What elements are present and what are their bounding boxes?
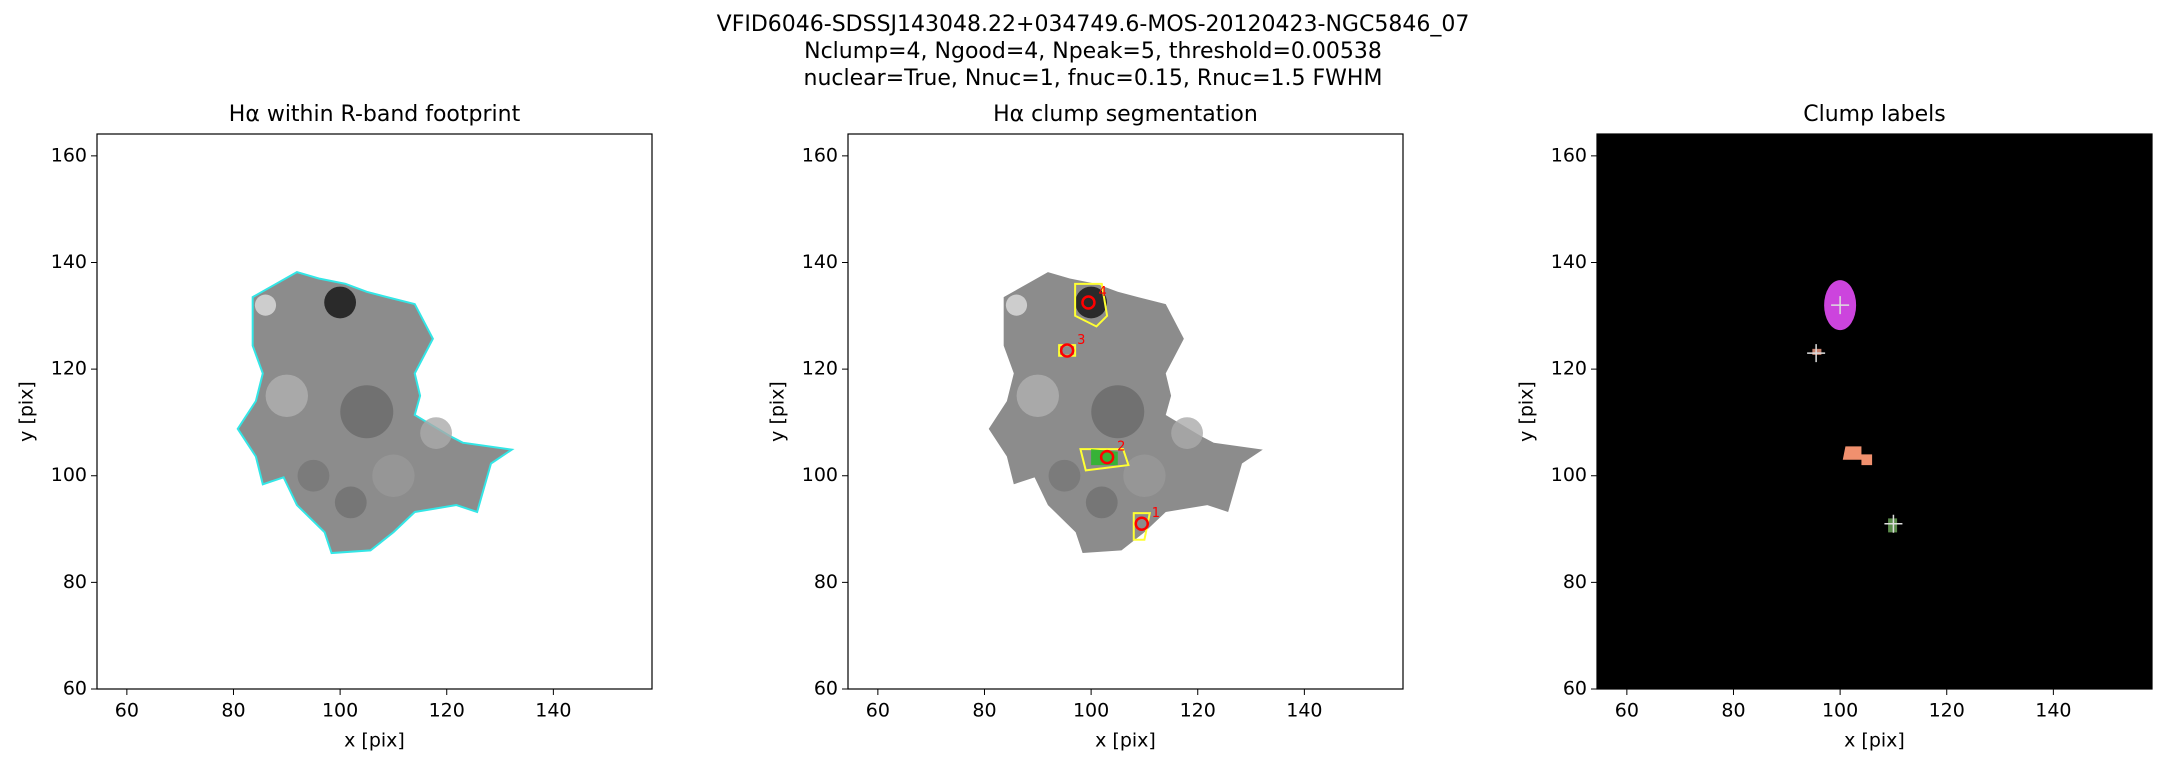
- x-axis-label: x [pix]: [344, 730, 405, 752]
- image-texture: [1048, 459, 1081, 492]
- y-tick-label: 140: [1551, 251, 1587, 273]
- clump-marker: [1059, 343, 1075, 358]
- image-texture: [324, 286, 357, 319]
- x-tick-label: 120: [1929, 700, 1965, 722]
- y-tick-label: 120: [51, 358, 87, 380]
- clump-center: [1807, 344, 1826, 363]
- x-tick-label: 60: [115, 700, 139, 722]
- y-tick-label: 140: [51, 251, 87, 273]
- axes-title: Hα within R-band footprint: [229, 102, 521, 127]
- axes-title: Hα clump segmentation: [993, 102, 1258, 127]
- x-tick-label: 60: [866, 700, 890, 722]
- x-tick-label: 60: [1615, 700, 1639, 722]
- image-texture: [372, 454, 415, 497]
- x-tick-label: 80: [972, 700, 996, 722]
- image-texture: [1085, 486, 1118, 519]
- y-tick-label: 60: [1563, 678, 1587, 700]
- clump-region: [1812, 348, 1822, 355]
- image-background: [1597, 134, 2152, 689]
- axes-frame: [1596, 133, 2153, 690]
- image-texture: [1005, 294, 1028, 316]
- suptitle-line: Nclump=4, Ngood=4, Npeak=5, threshold=0.…: [804, 39, 1382, 64]
- y-tick-label: 100: [1551, 464, 1587, 486]
- y-tick-label: 80: [63, 571, 87, 593]
- y-tick-label: 160: [802, 144, 838, 166]
- image-texture: [1075, 286, 1108, 319]
- x-tick-label: 140: [535, 700, 571, 722]
- y-tick-label: 60: [814, 678, 838, 700]
- y-tick-label: 120: [802, 358, 838, 380]
- clump-center: [1884, 514, 1903, 533]
- image-texture: [334, 486, 367, 519]
- clump-marker: [1134, 516, 1150, 531]
- x-tick-label: 100: [1073, 700, 1109, 722]
- y-tick-label: 100: [51, 464, 87, 486]
- x-tick-label: 100: [1822, 700, 1858, 722]
- x-tick-label: 80: [1721, 700, 1745, 722]
- y-tick-label: 60: [63, 678, 87, 700]
- clump-label: 1: [1152, 506, 1160, 521]
- suptitle-line: VFID6046-SDSSJ143048.22+034749.6-MOS-201…: [717, 12, 1470, 37]
- clump-region: [1842, 446, 1873, 466]
- y-tick-label: 100: [802, 464, 838, 486]
- segmentation-contour: [1132, 512, 1151, 541]
- segmentation-contour: [1079, 448, 1130, 472]
- y-tick-label: 120: [1551, 358, 1587, 380]
- y-tick-label: 160: [51, 144, 87, 166]
- image-texture: [1091, 385, 1145, 439]
- image-texture: [1171, 417, 1203, 449]
- x-tick-label: 120: [1180, 700, 1216, 722]
- clump-region: [1888, 518, 1898, 533]
- y-axis-label: y [pix]: [1516, 381, 1538, 442]
- x-tick-label: 80: [221, 700, 245, 722]
- clump-center: [1831, 296, 1850, 315]
- x-axis-label: x [pix]: [1844, 730, 1905, 752]
- image-texture: [340, 385, 394, 439]
- suptitle-line: nuclear=True, Nnuc=1, fnuc=0.15, Rnuc=1.…: [804, 66, 1383, 91]
- x-tick-label: 140: [2035, 700, 2071, 722]
- clump-label: 3: [1077, 333, 1085, 348]
- y-axis-label: y [pix]: [16, 381, 38, 442]
- image-texture: [297, 459, 330, 492]
- axes-frame: [847, 133, 1404, 690]
- image-texture: [265, 374, 308, 417]
- image-texture: [420, 417, 452, 449]
- clump-label: 2: [1117, 440, 1125, 455]
- y-tick-label: 140: [802, 251, 838, 273]
- x-tick-label: 140: [1286, 700, 1322, 722]
- axes-frame: [96, 133, 653, 690]
- image-texture: [1016, 374, 1059, 417]
- y-axis-label: y [pix]: [767, 381, 789, 442]
- y-tick-label: 80: [814, 571, 838, 593]
- segmentation-contour: [1074, 282, 1109, 328]
- y-tick-label: 80: [1563, 571, 1587, 593]
- y-tick-label: 160: [1551, 144, 1587, 166]
- image-texture: [1123, 454, 1166, 497]
- clump-label: 4: [1098, 285, 1106, 300]
- clump-marker: [1081, 295, 1096, 310]
- axes-title: Clump labels: [1803, 102, 1945, 127]
- x-tick-label: 120: [429, 700, 465, 722]
- image-texture: [254, 294, 277, 316]
- x-tick-label: 100: [322, 700, 358, 722]
- clump-marker: [1099, 449, 1115, 465]
- x-axis-label: x [pix]: [1095, 730, 1156, 752]
